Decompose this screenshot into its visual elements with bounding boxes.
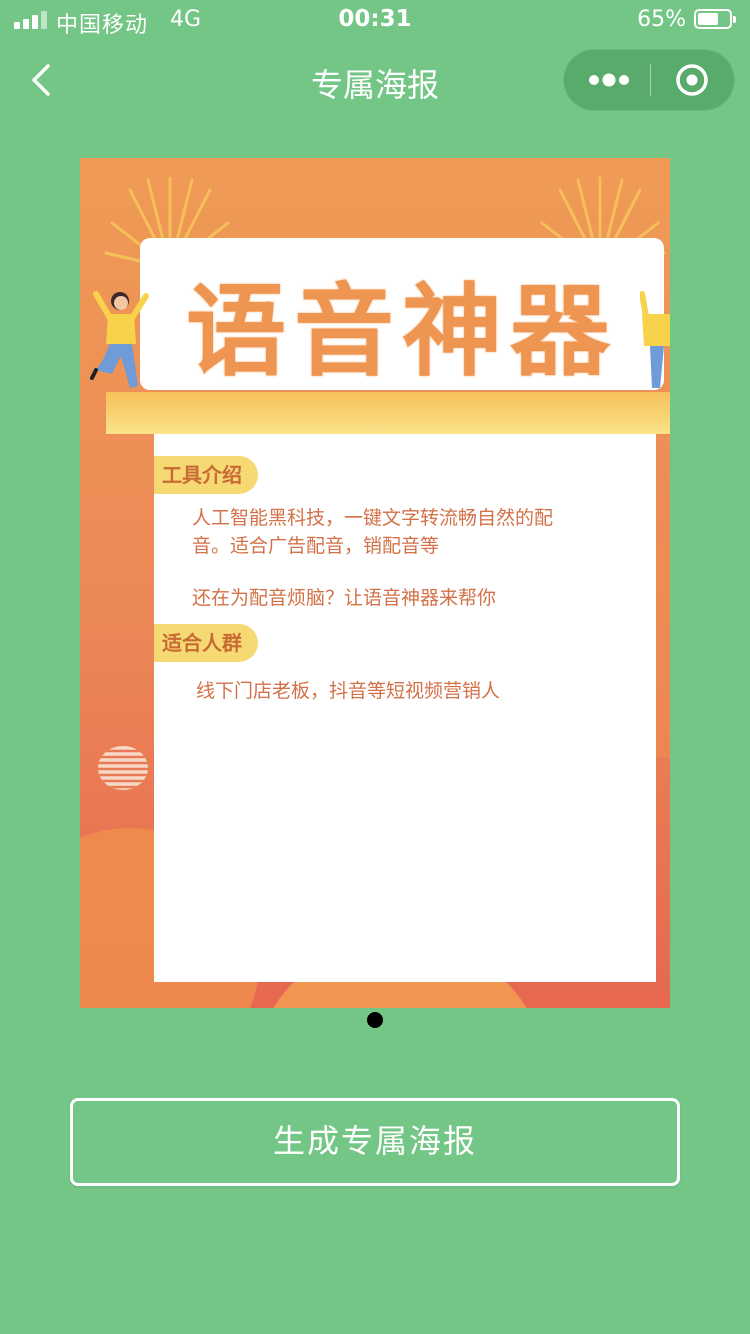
generate-poster-button[interactable]: 生成专属海报: [70, 1098, 680, 1186]
section-text: 音。适合广告配音，销配音等: [192, 535, 440, 557]
page-title: 专属海报: [310, 66, 439, 104]
section-text: 还在为配音烦脑？让语音神器来帮你: [192, 587, 497, 609]
section-tag: 工具介绍: [154, 456, 258, 494]
carrier-name: 中国移动: [56, 13, 149, 38]
section-text: 人工智能黑科技，一键文字转流畅自然的配: [192, 507, 554, 529]
more-dots-icon: [589, 73, 629, 87]
status-time: 00:31: [338, 6, 412, 32]
capsule-divider: [650, 64, 651, 96]
cheering-person-icon: [640, 291, 670, 388]
poster-title-card: 语音神器: [140, 238, 664, 390]
close-miniprogram-button[interactable]: [651, 50, 735, 110]
poster-content-card: 工具介绍 人工智能黑科技，一键文字转流畅自然的配 音。适合广告配音，销配音等 还…: [154, 434, 656, 982]
menu-capsule: [563, 49, 735, 111]
signal-strength-icon: [14, 11, 50, 29]
back-button[interactable]: [22, 56, 66, 104]
poster-swiper[interactable]: 语音神器: [80, 158, 670, 1008]
target-circle-icon: [676, 64, 708, 96]
pager-dot-active: [367, 1012, 383, 1028]
navigation-bar: 专属海报: [0, 40, 750, 124]
cheering-person-icon: [90, 291, 149, 388]
poster-banner-band: [106, 392, 670, 434]
striped-circle-icon: [98, 746, 148, 790]
section-tag: 适合人群: [154, 624, 258, 662]
more-button[interactable]: [564, 50, 650, 110]
battery-percent: 65%: [637, 7, 686, 32]
chevron-left-icon: [32, 64, 50, 96]
network-type: 4G: [170, 7, 202, 32]
battery-icon: [694, 9, 736, 29]
poster-title: 语音神器: [186, 273, 618, 390]
poster-image: 语音神器: [80, 158, 670, 1008]
status-bar: 中国移动 4G 00:31 65%: [0, 0, 750, 40]
section-text: 线下门店老板，抖音等短视频营销人: [196, 680, 501, 702]
